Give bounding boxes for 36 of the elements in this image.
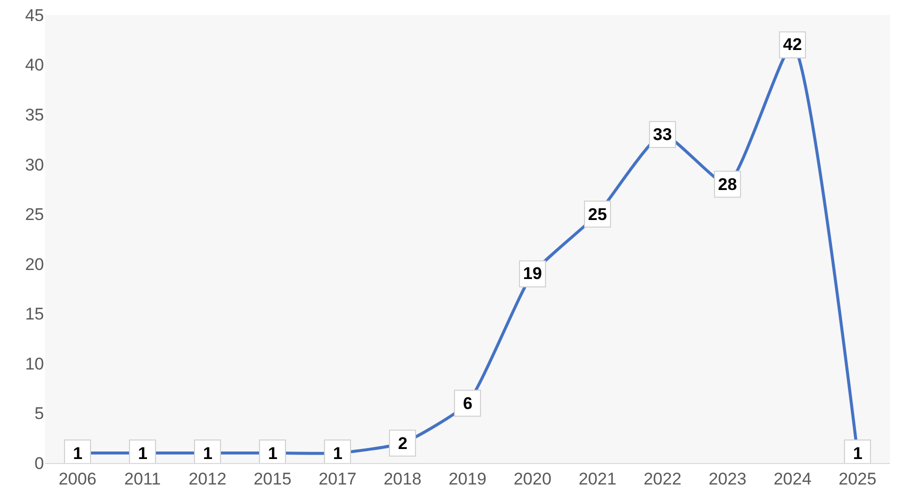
x-tick-label: 2012 — [188, 469, 226, 488]
y-tick-label: 10 — [25, 354, 44, 374]
data-label: 19 — [523, 264, 542, 283]
data-label: 1 — [333, 444, 342, 463]
x-tick-label: 2011 — [124, 469, 161, 488]
data-label: 33 — [653, 125, 672, 144]
x-tick-label: 2023 — [708, 469, 746, 488]
x-tick-label: 2017 — [318, 469, 356, 488]
y-tick-label: 25 — [25, 205, 44, 224]
data-label: 6 — [463, 394, 472, 413]
x-tick-label: 2019 — [448, 469, 486, 488]
y-tick-label: 0 — [34, 454, 44, 473]
y-tick-label: 20 — [25, 254, 44, 274]
y-tick-label: 15 — [25, 304, 44, 324]
data-label: 28 — [718, 175, 737, 194]
y-tick-label: 5 — [34, 404, 44, 424]
data-label: 1 — [138, 444, 148, 463]
data-label: 1 — [853, 444, 862, 463]
y-tick-label: 45 — [25, 6, 44, 25]
data-label: 1 — [73, 444, 82, 463]
x-tick-label: 2025 — [838, 469, 876, 488]
x-tick-label: 2015 — [254, 469, 292, 488]
x-tick-label: 2024 — [774, 469, 812, 488]
x-tick-label: 2022 — [644, 469, 682, 488]
data-label: 42 — [783, 35, 802, 54]
x-tick-label: 2006 — [58, 469, 96, 488]
x-tick-label: 2020 — [514, 469, 552, 488]
data-label: 25 — [588, 205, 607, 224]
data-label: 2 — [398, 434, 408, 453]
y-tick-label: 30 — [25, 155, 44, 174]
x-tick-label: 2018 — [384, 469, 422, 488]
y-tick-label: 40 — [25, 56, 44, 75]
y-tick-label: 35 — [25, 106, 44, 125]
data-label: 1 — [203, 444, 212, 463]
data-label: 1 — [268, 444, 278, 463]
x-tick-label: 2021 — [578, 469, 616, 488]
